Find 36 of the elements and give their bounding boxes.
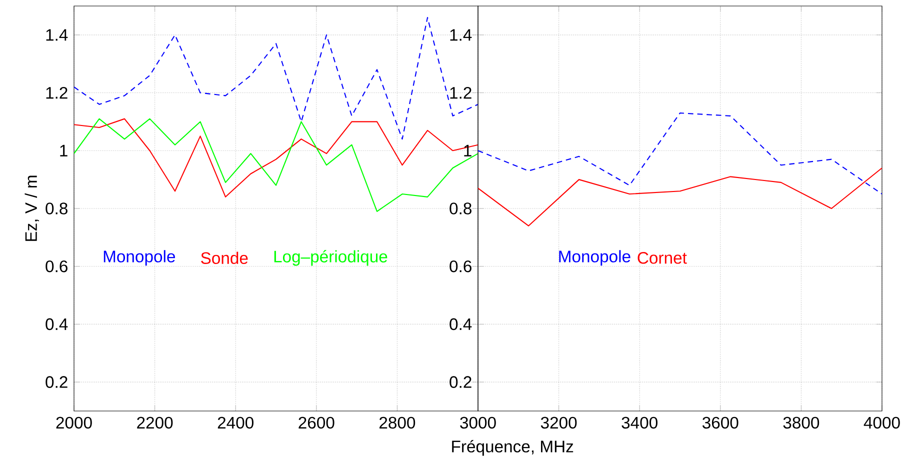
y-tick-label: 0.8 <box>450 202 472 214</box>
y-tick-label: 1.2 <box>46 86 68 99</box>
x-tick-label: 3200 <box>540 416 577 429</box>
x-tick-label: 3400 <box>622 416 658 429</box>
y-tick-label: 1.4 <box>450 29 472 41</box>
line-series <box>74 118 478 198</box>
text: Monopole <box>559 250 630 266</box>
y-tick-label: 0.6 <box>450 260 472 272</box>
y-tick-label: 0.6 <box>46 260 68 272</box>
x-tick-label: 3600 <box>702 416 738 429</box>
y-tick-label: 0.2 <box>46 376 68 388</box>
y-tick-label: 0.8 <box>46 202 68 214</box>
x-tick-label: 2800 <box>380 416 416 429</box>
line-series <box>478 112 882 195</box>
y-tick-label: 1.4 <box>46 29 68 41</box>
x-tick-label: 2400 <box>218 416 254 429</box>
y-tick-label: 1 <box>464 144 472 156</box>
x-tick-label: 2600 <box>298 416 334 429</box>
text: Log–périodique <box>274 250 388 266</box>
y-tick-label: 1 <box>60 144 68 156</box>
text: Sonde <box>201 252 248 264</box>
y-axis-title: Ez, V / m <box>24 176 39 241</box>
x-tick-label: 3800 <box>783 416 820 429</box>
line-series <box>478 167 882 226</box>
line-series <box>74 17 478 140</box>
x-tick-label: 2200 <box>137 416 173 429</box>
y-tick-label: 0.2 <box>450 376 472 388</box>
text: Cornet <box>638 252 687 264</box>
x-axis-title: Fréquence, MHz <box>452 440 574 456</box>
text: Monopole <box>104 250 176 266</box>
x-tick-label: 2000 <box>56 416 92 429</box>
y-tick-label: 0.4 <box>46 318 68 330</box>
x-tick-label: 3000 <box>460 416 496 429</box>
x-tick-label: 4000 <box>864 416 900 429</box>
y-tick-label: 1.2 <box>450 86 472 99</box>
y-tick-label: 0.4 <box>450 318 472 330</box>
